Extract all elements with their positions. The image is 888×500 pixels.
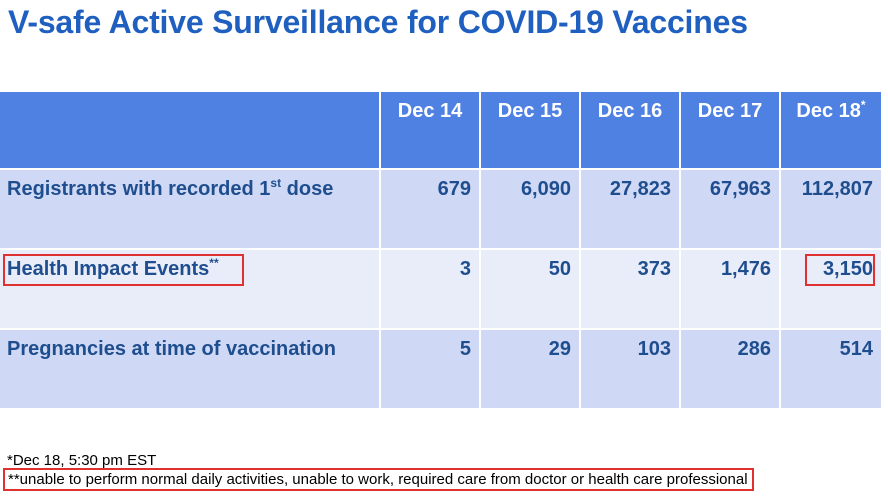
table-cell: 6,090 [481, 170, 581, 250]
highlight-box [3, 254, 244, 286]
row-label-text: Registrants with recorded 1 [7, 178, 271, 200]
table-cell: 67,963 [681, 170, 781, 250]
table-row: Pregnancies at time of vaccination 5 29 … [0, 330, 881, 410]
table-cell: 29 [481, 330, 581, 410]
page-title: V-safe Active Surveillance for COVID-19 … [8, 4, 748, 40]
row-label: Registrants with recorded 1st dose [0, 170, 381, 250]
table-cell: 103 [581, 330, 681, 410]
footnote-time: *Dec 18, 5:30 pm EST [7, 452, 157, 469]
table-cell: 3 [381, 250, 481, 330]
highlighted-value: 3,150 [822, 258, 873, 280]
row-label-superscript: ** [209, 256, 219, 270]
row-label-superscript: st [270, 176, 282, 190]
row-label: Pregnancies at time of vaccination [0, 330, 381, 410]
table-row: Registrants with recorded 1st dose 679 6… [0, 170, 881, 250]
column-header: Dec 15 [481, 92, 581, 170]
footnote-definition: **unable to perform normal daily activit… [3, 468, 754, 491]
table-cell: 514 [781, 330, 881, 410]
table-cell: 27,823 [581, 170, 681, 250]
header-empty-cell [0, 92, 381, 170]
table-cell: 112,807 [781, 170, 881, 250]
column-header: Dec 18* [781, 92, 881, 170]
column-header: Dec 17 [681, 92, 781, 170]
column-header-marker: * [860, 98, 866, 112]
row-label-text: Pregnancies at time of vaccination [7, 338, 336, 360]
column-header-label: Dec 18 [796, 100, 861, 122]
table-cell: 5 [381, 330, 481, 410]
table-cell-highlighted: 3,150 [781, 250, 881, 330]
table-header-row: Dec 14 Dec 15 Dec 16 Dec 17 Dec 18* [0, 92, 881, 170]
table-cell: 1,476 [681, 250, 781, 330]
column-header: Dec 14 [381, 92, 481, 170]
table-cell: 679 [381, 170, 481, 250]
table-row: Health Impact Events** 3 50 373 1,476 3,… [0, 250, 881, 330]
surveillance-table: Dec 14 Dec 15 Dec 16 Dec 17 Dec 18* Regi… [0, 92, 881, 410]
table-cell: 286 [681, 330, 781, 410]
highlight-box [805, 254, 875, 286]
table-cell: 50 [481, 250, 581, 330]
table-cell: 373 [581, 250, 681, 330]
column-header: Dec 16 [581, 92, 681, 170]
row-label-tail: dose [281, 178, 334, 200]
row-label-text: Health Impact Events [7, 258, 210, 280]
row-label: Health Impact Events** [0, 250, 381, 330]
